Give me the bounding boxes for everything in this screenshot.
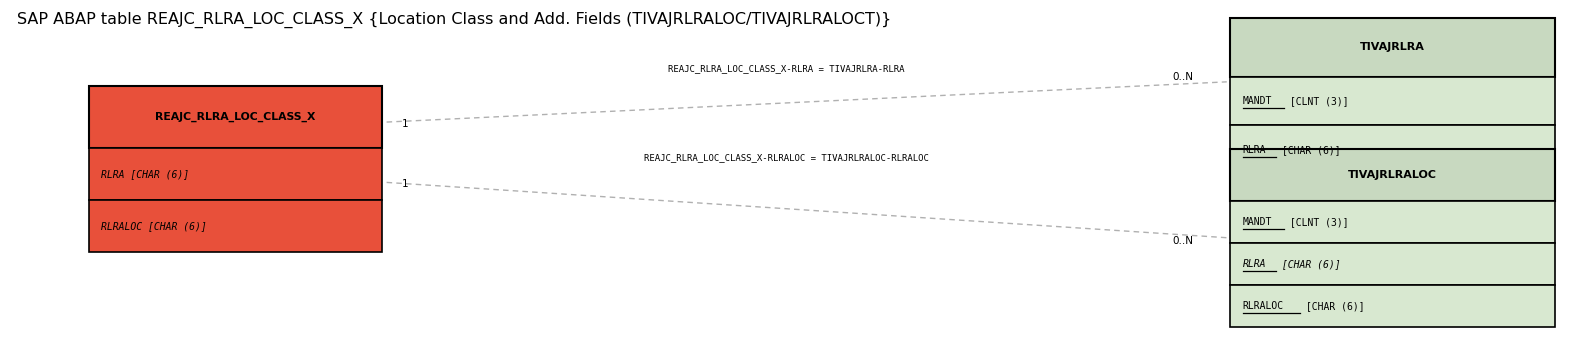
Text: 1: 1 bbox=[402, 179, 410, 189]
Text: MANDT: MANDT bbox=[1243, 96, 1272, 106]
Text: 0..N: 0..N bbox=[1172, 236, 1193, 246]
Text: REAJC_RLRA_LOC_CLASS_X-RLRALOC = TIVAJRLRALOC-RLRALOC: REAJC_RLRA_LOC_CLASS_X-RLRALOC = TIVAJRL… bbox=[643, 153, 929, 162]
Text: [CHAR (6)]: [CHAR (6)] bbox=[1275, 145, 1340, 155]
FancyBboxPatch shape bbox=[1231, 243, 1555, 285]
Text: RLRA: RLRA bbox=[1243, 259, 1266, 269]
FancyBboxPatch shape bbox=[89, 148, 381, 200]
FancyBboxPatch shape bbox=[1231, 77, 1555, 125]
FancyBboxPatch shape bbox=[1231, 18, 1555, 77]
Text: RLRA: RLRA bbox=[1243, 145, 1266, 155]
Text: 1: 1 bbox=[402, 119, 410, 129]
Text: [CLNT (3)]: [CLNT (3)] bbox=[1283, 96, 1348, 106]
Text: RLRA [CHAR (6)]: RLRA [CHAR (6)] bbox=[102, 169, 189, 179]
Text: RLRALOC: RLRALOC bbox=[1243, 300, 1283, 311]
Text: TIVAJRLRALOC: TIVAJRLRALOC bbox=[1348, 170, 1437, 180]
Text: SAP ABAP table REAJC_RLRA_LOC_CLASS_X {Location Class and Add. Fields (TIVAJRLRA: SAP ABAP table REAJC_RLRA_LOC_CLASS_X {L… bbox=[17, 11, 891, 28]
FancyBboxPatch shape bbox=[89, 86, 381, 148]
FancyBboxPatch shape bbox=[1231, 125, 1555, 174]
Text: 0..N: 0..N bbox=[1172, 72, 1193, 82]
FancyBboxPatch shape bbox=[1231, 149, 1555, 201]
Text: [CLNT (3)]: [CLNT (3)] bbox=[1283, 217, 1348, 227]
FancyBboxPatch shape bbox=[1231, 285, 1555, 327]
Text: [CHAR (6)]: [CHAR (6)] bbox=[1301, 300, 1366, 311]
Text: TIVAJRLRA: TIVAJRLRA bbox=[1359, 43, 1424, 52]
FancyBboxPatch shape bbox=[89, 200, 381, 252]
FancyBboxPatch shape bbox=[1231, 201, 1555, 243]
Text: [CHAR (6)]: [CHAR (6)] bbox=[1275, 259, 1340, 269]
Text: REAJC_RLRA_LOC_CLASS_X: REAJC_RLRA_LOC_CLASS_X bbox=[156, 112, 316, 122]
Text: MANDT: MANDT bbox=[1243, 217, 1272, 227]
Text: REAJC_RLRA_LOC_CLASS_X-RLRA = TIVAJRLRA-RLRA: REAJC_RLRA_LOC_CLASS_X-RLRA = TIVAJRLRA-… bbox=[669, 64, 904, 73]
Text: RLRALOC [CHAR (6)]: RLRALOC [CHAR (6)] bbox=[102, 221, 206, 231]
